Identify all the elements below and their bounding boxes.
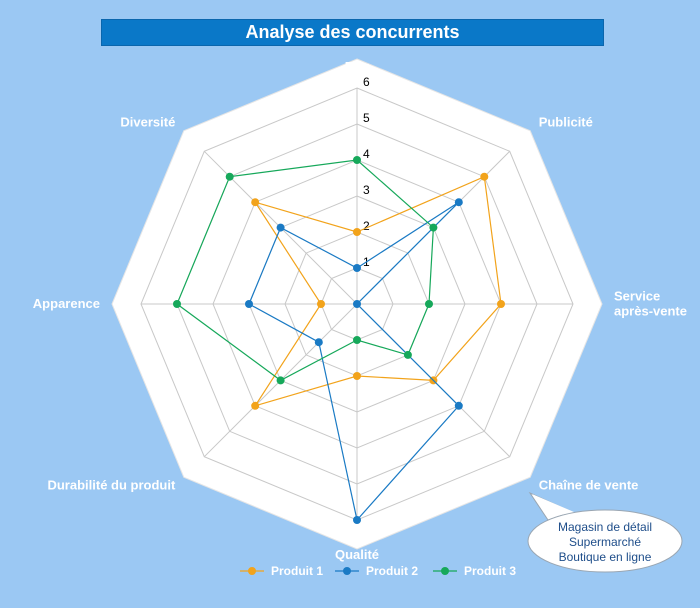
legend-swatch-marker [343,567,351,575]
data-point [353,228,361,236]
axis-label: Diversité [120,114,175,129]
axis-label: Service après-vente [614,289,687,319]
data-point [425,300,433,308]
data-point [403,350,412,359]
axis-label: Publicité [539,114,593,129]
axis-label: Durabilité du produit [47,478,175,493]
legend-swatch-marker [248,567,256,575]
callout-text-line: Magasin de détail [558,520,652,534]
data-point [314,338,323,347]
axis-label: Apparence [33,296,100,311]
data-point [454,198,463,207]
callout-text-line: Supermarché [569,535,641,549]
data-point [480,172,489,181]
data-point [317,300,325,308]
legend-label: Produit 1 [271,564,323,578]
data-point [225,172,234,181]
tick-label: 3 [363,183,370,197]
data-point [429,223,438,232]
axis-label: Chaîne de vente [539,478,639,493]
data-point [353,264,361,272]
legend-swatch-marker [441,567,449,575]
data-point [251,198,260,207]
tick-label: 4 [363,147,370,161]
chart-title: Analyse des concurrents [101,19,604,46]
axis-label: Qualité [335,547,379,562]
tick-label: 2 [363,219,370,233]
callout-text-line: Boutique en ligne [559,550,652,564]
series-2 [245,198,463,524]
legend-item[interactable]: Produit 2 [335,564,418,578]
series-3 [173,156,438,385]
data-point [245,300,253,308]
legend-item[interactable]: Produit 1 [240,564,323,578]
tick-label: 5 [363,111,370,125]
data-point [353,156,361,164]
legend-item[interactable]: Produit 3 [433,564,516,578]
data-point [173,300,181,308]
data-point [497,300,505,308]
data-point [276,223,285,232]
data-point [276,376,285,385]
data-point [353,300,361,308]
axis-label: Prix [345,59,370,74]
legend-label: Produit 3 [464,564,516,578]
data-point [353,516,361,524]
data-point [251,401,260,410]
data-point [353,372,361,380]
tick-label: 6 [363,75,370,89]
data-point [454,401,463,410]
legend[interactable]: Produit 1 Produit 2 Produit 3 [240,564,516,578]
data-point [353,336,361,344]
series-layer [173,156,505,524]
legend-label: Produit 2 [366,564,418,578]
callout-bubble [527,509,683,573]
axis-labels: Prix Publicité Service après-vente Chaîne de… [33,59,687,562]
